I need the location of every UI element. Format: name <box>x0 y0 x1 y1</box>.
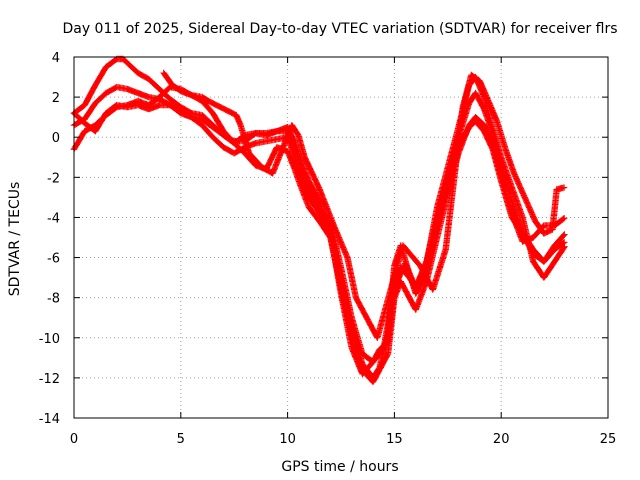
tick-layer: 0 5 10 15 20 25 -14 -12 -10 -8 -6 -4 -2 0 2 4 <box>39 51 617 447</box>
x-tick-label: 0 <box>70 432 78 447</box>
x-tick-label: 5 <box>177 432 185 447</box>
y-tick-label: -6 <box>47 252 60 267</box>
y-tick-label: 2 <box>52 91 60 106</box>
y-tick-label: -4 <box>47 211 60 226</box>
y-tick-label: -12 <box>39 372 60 387</box>
grid-layer <box>74 57 608 418</box>
plot-border <box>73 56 609 419</box>
x-tick-label: 10 <box>279 432 296 447</box>
y-tick-label: -14 <box>39 412 60 427</box>
y-tick-label: -2 <box>47 171 60 186</box>
chart-title: Day 011 of 2025, Sidereal Day-to-day VTE… <box>62 21 617 37</box>
x-tick-label: 25 <box>600 432 617 447</box>
x-tick-label: 20 <box>493 432 510 447</box>
y-tick-label: 0 <box>52 131 60 146</box>
x-axis-label: GPS time / hours <box>281 459 398 475</box>
x-tick-label: 15 <box>386 432 403 447</box>
y-tick-label: -8 <box>47 292 60 307</box>
y-tick-label: 4 <box>52 51 60 66</box>
series-markers <box>160 69 568 341</box>
series-track-e <box>160 69 568 341</box>
y-tick-label: -10 <box>39 332 60 347</box>
y-axis-label: SDTVAR / TECUs <box>7 182 23 297</box>
